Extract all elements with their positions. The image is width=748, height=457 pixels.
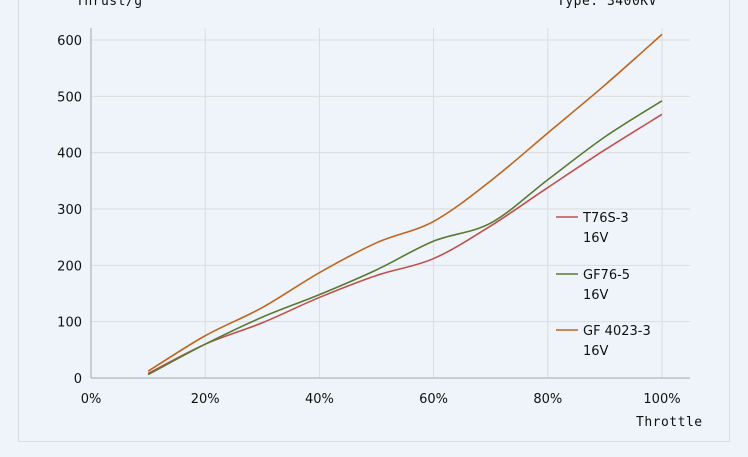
y-axis-label: Thrust/g: [76, 0, 143, 9]
tick-labels: 0 100 200 300 400 500 600 0% 20% 40% 60% 80% 100%: [57, 34, 680, 407]
x-axis-label: Throttle: [636, 415, 703, 430]
axes: [90, 28, 690, 379]
legend-voltage-0: 16V: [583, 231, 609, 246]
legend-voltage-1: 16V: [583, 288, 609, 303]
legend-voltage-2: 16V: [583, 344, 609, 359]
series-lines: [147, 33, 663, 376]
series-line-1: [147, 100, 663, 376]
legend-label-1: GF76-5: [583, 268, 630, 283]
x-tick-label: 80%: [533, 392, 562, 407]
x-tick-label: 40%: [305, 392, 334, 407]
y-tick-label: 600: [57, 34, 82, 49]
y-tick-label: 100: [57, 316, 82, 331]
legend: T76S-3 16V GF76-5 16V GF 4023-3 16V: [556, 211, 651, 359]
x-tick-label: 100%: [643, 392, 680, 407]
series-line-0: [147, 113, 663, 375]
x-tick-label: 0%: [81, 392, 102, 407]
y-tick-label: 500: [57, 90, 82, 105]
y-tick-label: 400: [57, 147, 82, 162]
y-tick-label: 300: [57, 203, 82, 218]
grid: [91, 28, 690, 378]
x-tick-label: 20%: [191, 392, 220, 407]
y-tick-label: 200: [57, 259, 82, 274]
chart-type-label: Type: 3400KV: [557, 0, 657, 9]
chart-panel: [18, 0, 730, 442]
x-tick-label: 60%: [419, 392, 448, 407]
series-line-2: [147, 33, 663, 372]
y-tick-label: 0: [74, 372, 82, 387]
legend-label-0: T76S-3: [582, 211, 629, 226]
legend-label-2: GF 4023-3: [583, 324, 651, 339]
